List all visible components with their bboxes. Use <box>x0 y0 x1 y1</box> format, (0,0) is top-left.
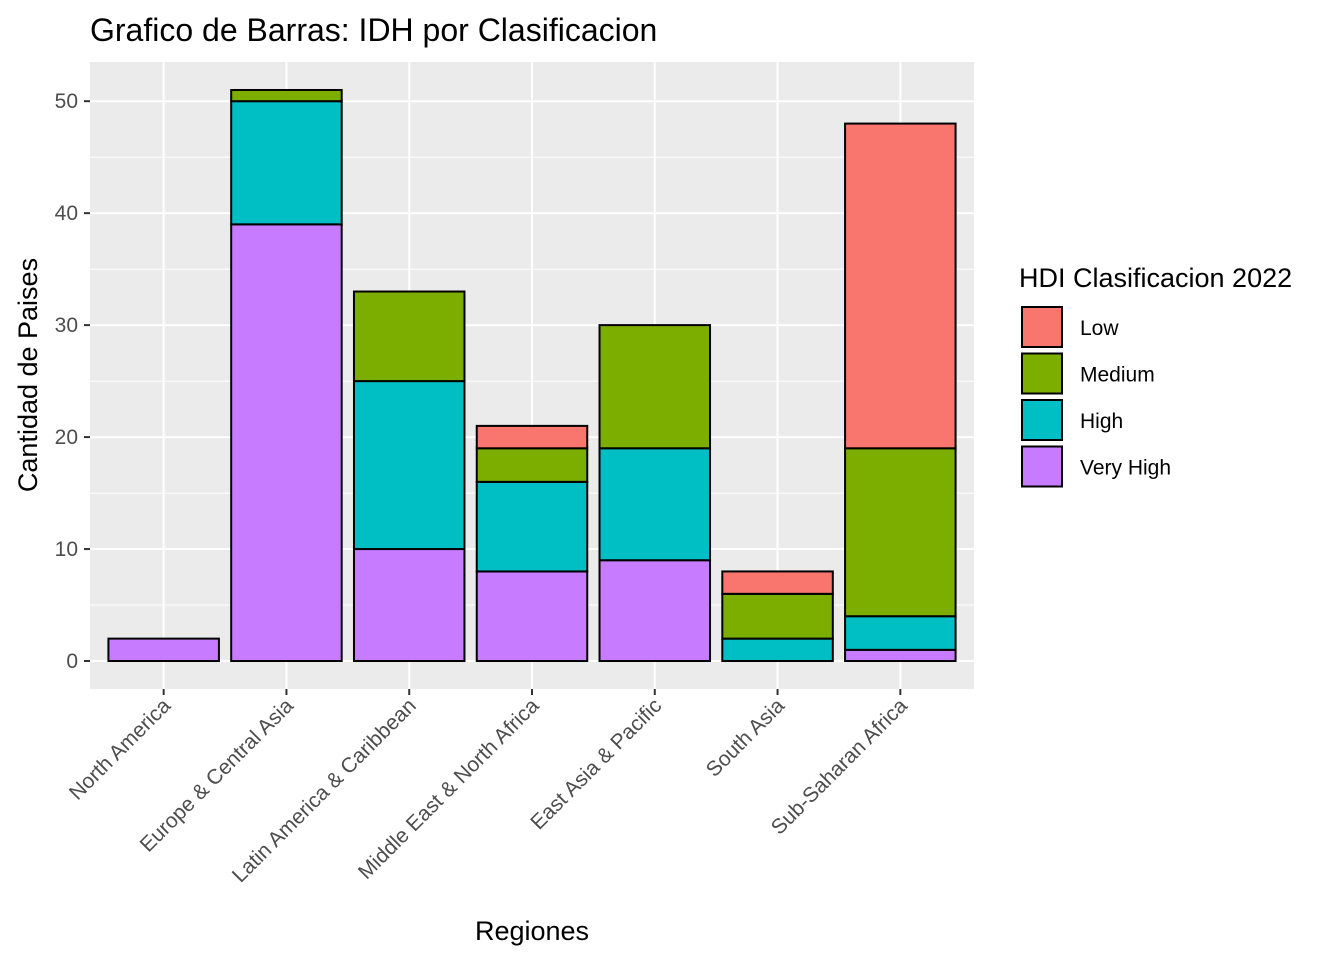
y-axis-title: Cantidad de Paises <box>13 258 43 492</box>
x-tick-label: South Asia <box>702 694 789 781</box>
legend-title: HDI Clasificacion 2022 <box>1019 263 1292 293</box>
bar-segment <box>475 447 589 483</box>
y-tick-label: 10 <box>55 538 78 561</box>
legend-swatch <box>1021 352 1063 395</box>
bar-segment <box>721 637 834 663</box>
bars-group <box>107 88 957 663</box>
bar-segment <box>475 480 589 573</box>
bar-segment <box>230 100 343 226</box>
bar-segment <box>844 648 957 663</box>
legend-label: High <box>1080 410 1123 433</box>
legend-label: Medium <box>1080 364 1155 387</box>
bar-segment <box>352 548 466 663</box>
legend-label: Very High <box>1080 457 1171 480</box>
bar-segment <box>107 637 220 663</box>
y-tick-label: 40 <box>55 202 78 225</box>
bar-segment <box>475 570 589 663</box>
y-tick-label: 0 <box>66 650 78 673</box>
x-tick-label: North America <box>65 694 176 805</box>
bar-segment <box>844 122 957 450</box>
x-axis-title: Regiones <box>475 916 589 946</box>
y-tick-label: 20 <box>55 426 78 449</box>
bar-segment <box>230 88 343 103</box>
legend: HDI Clasificacion 2022 Low Medium High Very… <box>1019 263 1292 488</box>
legend-swatch <box>1021 445 1063 488</box>
bar-segment <box>721 570 834 595</box>
bar-segment <box>352 380 466 551</box>
legend-label: Low <box>1080 317 1119 340</box>
bar-segment <box>721 592 834 640</box>
bar-segment <box>598 559 712 663</box>
y-tick-label: 50 <box>55 90 78 113</box>
bar-segment <box>475 424 589 450</box>
x-tick-label: Sub-Saharan Africa <box>767 694 912 839</box>
bar-segment <box>352 290 466 383</box>
bar-segment <box>598 447 712 562</box>
bar-segment <box>598 324 712 450</box>
y-tick-label: 30 <box>55 314 78 337</box>
bar-segment <box>230 223 343 663</box>
legend-swatch <box>1021 306 1063 348</box>
chart-title: Grafico de Barras: IDH por Clasificacion <box>90 12 657 48</box>
bar-segment <box>844 447 957 618</box>
legend-swatch <box>1021 399 1063 441</box>
y-axis: 0 10 20 30 40 50 <box>55 90 90 673</box>
x-tick-label: East Asia & Pacific <box>526 694 666 834</box>
bar-segment <box>844 615 957 651</box>
